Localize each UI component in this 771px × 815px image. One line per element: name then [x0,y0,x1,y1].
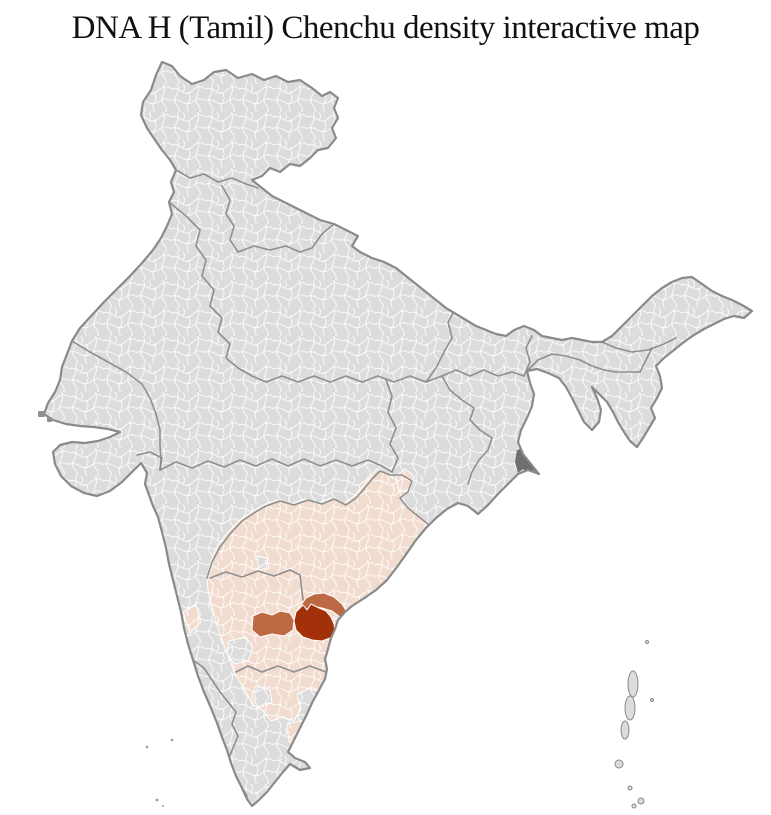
kutch-islets [38,411,52,422]
andaman-nicobar-islands[interactable] [614,640,654,809]
medium-density-districts[interactable] [251,592,348,638]
state-borders [71,169,677,797]
lakshadweep-islands[interactable] [145,738,174,807]
page-title: DNA H (Tamil) Chenchu density interactiv… [71,10,700,46]
